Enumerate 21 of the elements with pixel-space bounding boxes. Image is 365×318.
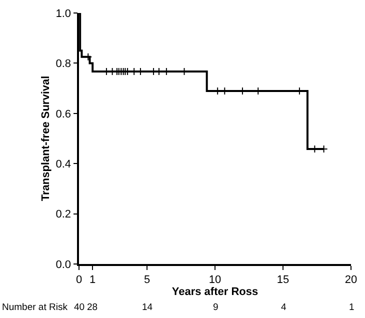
x-tick-label: 15: [276, 274, 290, 286]
y-tick-label: 1.0: [56, 8, 72, 20]
x-tick-label: 0: [76, 274, 82, 286]
text: 14: [142, 302, 153, 313]
x-tick-label: 10: [208, 274, 222, 286]
x-axis-title: Years after Ross: [172, 286, 258, 298]
x-tick-label: 1: [90, 274, 96, 286]
text: 28: [87, 302, 98, 313]
text: 40: [74, 302, 85, 313]
text: 4: [281, 302, 286, 313]
y-tick-label: 0.6: [56, 108, 72, 120]
text: 9: [213, 302, 218, 313]
x-tick-label: 5: [144, 274, 150, 286]
text: 1: [349, 302, 354, 313]
text: Number at Risk: [2, 302, 68, 313]
x-tick-label: 20: [344, 274, 358, 286]
y-tick-label: 0.0: [56, 258, 72, 271]
y-tick-label: 0.2: [56, 208, 72, 221]
y-tick-label: 0.4: [56, 158, 72, 170]
y-axis-title: Transplant-free Survival: [40, 76, 52, 202]
y-tick-label: 0.8: [56, 58, 72, 70]
